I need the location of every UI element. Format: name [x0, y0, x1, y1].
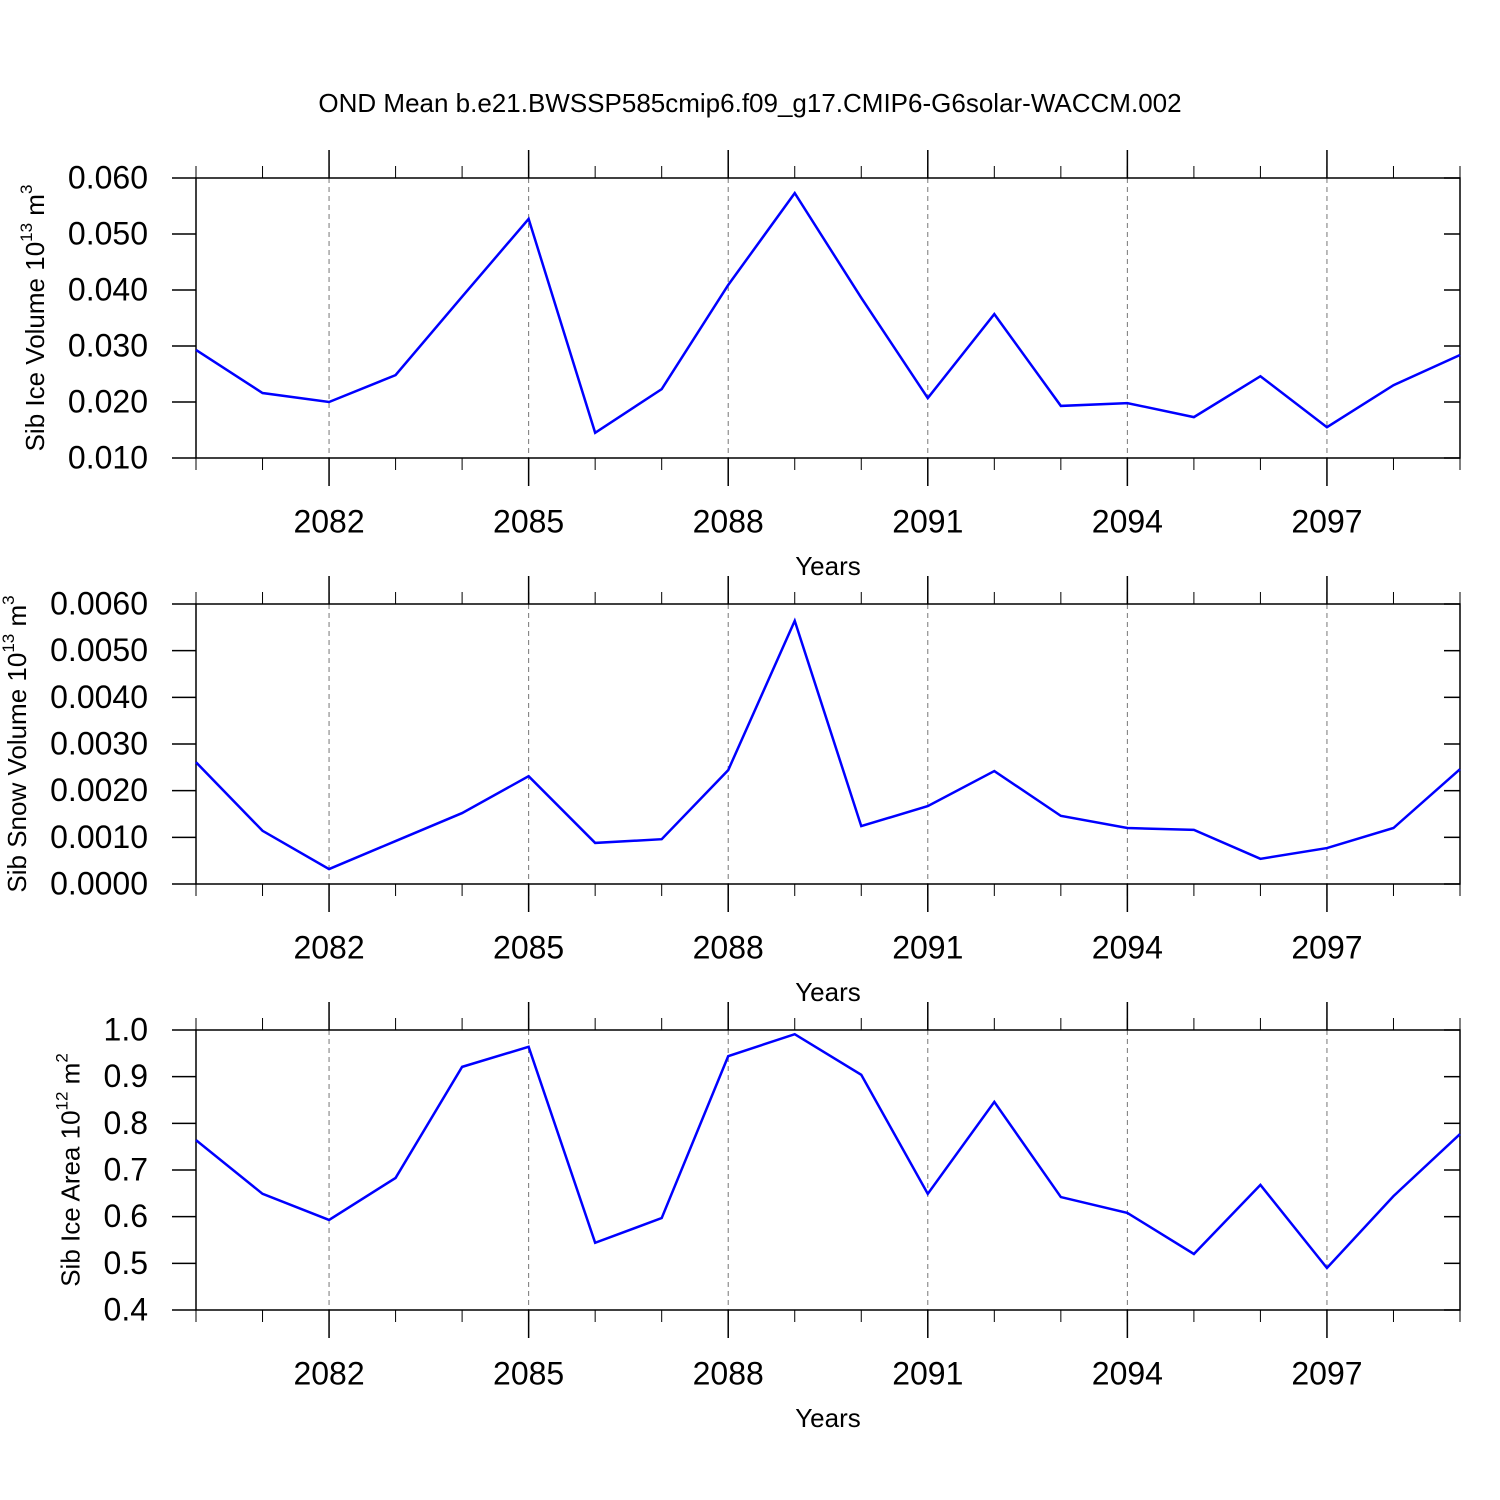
x-tick-label: 2091 [892, 503, 963, 539]
y-tick-label: 0.010 [68, 439, 148, 475]
x-tick-label: 2088 [693, 1355, 764, 1391]
y-axis-label-part: Sib Ice Area 10 [55, 1110, 85, 1286]
x-tick-label: 2088 [693, 503, 764, 539]
line-series [195, 617, 1461, 871]
x-tick-label: 2082 [293, 1355, 364, 1391]
line-series [195, 190, 1461, 435]
y-axis-label-superscript: 3 [0, 595, 18, 604]
x-axis-label: Years [795, 551, 861, 581]
y-tick-label: 0.060 [68, 159, 148, 195]
y-axis-label: Sib Ice Volume 1013 m3 [17, 185, 50, 452]
y-axis-label-part: Sib Ice Volume 10 [20, 242, 50, 452]
y-tick-label: 0.5 [104, 1245, 148, 1281]
y-tick-label: 0.7 [104, 1151, 148, 1187]
y-tick-label: 0.0060 [50, 585, 148, 621]
y-axis-label-superscript: 12 [53, 1092, 72, 1111]
y-tick-label: 0.0030 [50, 725, 148, 761]
y-tick-label: 0.0010 [50, 819, 148, 855]
y-tick-label: 0.4 [104, 1291, 148, 1327]
y-tick-label: 0.020 [68, 383, 148, 419]
y-tick-label: 0.0000 [50, 865, 148, 901]
y-tick-label: 0.030 [68, 327, 148, 363]
plot-frame [195, 1029, 1461, 1311]
y-tick-label: 0.8 [104, 1105, 148, 1141]
plot-frame [195, 603, 1461, 885]
y-axis-label: Sib Ice Area 1012 m2 [53, 1053, 86, 1287]
y-tick-label: 0.6 [104, 1198, 148, 1234]
x-tick-label: 2094 [1092, 503, 1163, 539]
x-tick-label: 2082 [293, 503, 364, 539]
x-axis-label: Years [795, 1403, 861, 1433]
x-tick-label: 2091 [892, 929, 963, 965]
y-axis-label-part: Sib Snow Volume 10 [2, 653, 32, 893]
y-tick-label: 0.0020 [50, 772, 148, 808]
x-tick-label: 2085 [493, 503, 564, 539]
y-axis-label-superscript: 13 [0, 634, 18, 653]
y-tick-label: 0.040 [68, 271, 148, 307]
x-tick-label: 2094 [1092, 929, 1163, 965]
plot-frame [195, 177, 1461, 459]
y-tick-label: 0.0050 [50, 632, 148, 668]
x-tick-label: 2094 [1092, 1355, 1163, 1391]
x-tick-label: 2085 [493, 1355, 564, 1391]
x-tick-label: 2097 [1291, 929, 1362, 965]
y-tick-label: 0.9 [104, 1058, 148, 1094]
y-axis-label-part: m [55, 1063, 85, 1092]
line-series [195, 1032, 1461, 1270]
y-axis-label-superscript: 2 [53, 1053, 72, 1062]
y-axis-label-part: m [20, 194, 50, 223]
x-tick-label: 2097 [1291, 1355, 1362, 1391]
chart-title: OND Mean b.e21.BWSSP585cmip6.f09_g17.CMI… [318, 88, 1181, 118]
y-tick-label: 1.0 [104, 1011, 148, 1047]
y-axis-label-part: m [2, 605, 32, 634]
x-tick-label: 2085 [493, 929, 564, 965]
y-tick-label: 0.050 [68, 215, 148, 251]
y-axis-label-superscript: 13 [17, 223, 36, 242]
x-tick-label: 2091 [892, 1355, 963, 1391]
y-axis-label-superscript: 3 [17, 185, 36, 194]
y-tick-label: 0.0040 [50, 679, 148, 715]
x-axis-label: Years [795, 977, 861, 1007]
y-axis-label: Sib Snow Volume 1013 m3 [0, 595, 32, 892]
x-tick-label: 2082 [293, 929, 364, 965]
x-tick-label: 2088 [693, 929, 764, 965]
x-tick-label: 2097 [1291, 503, 1362, 539]
